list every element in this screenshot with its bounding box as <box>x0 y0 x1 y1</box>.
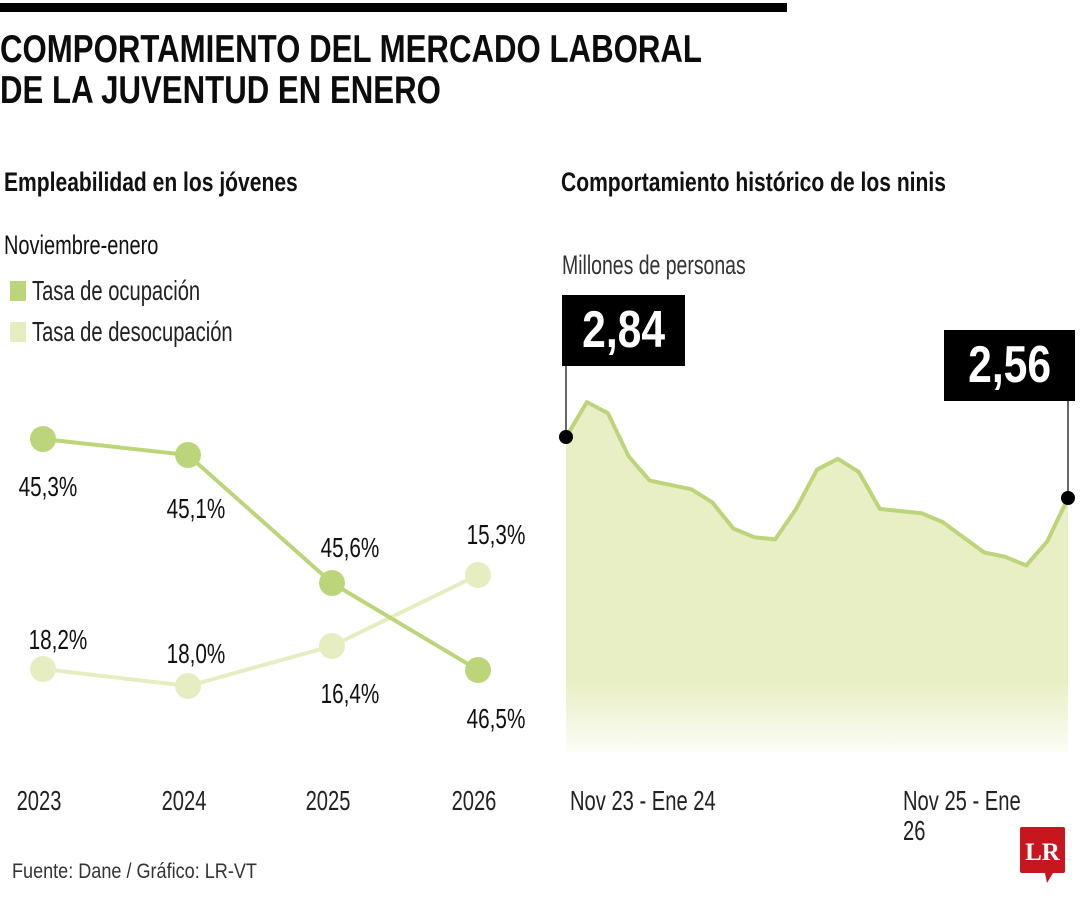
x-label-end: Nov 25 - Ene 26 <box>903 785 1021 846</box>
data-point-ocupacion-2023 <box>30 426 56 452</box>
callout-start-text: 2,84 <box>582 301 665 359</box>
area-line <box>564 400 1070 568</box>
source-note: Fuente: Dane / Gráfico: LR-VT <box>12 860 257 883</box>
legend-swatch-ocupacion <box>10 281 26 301</box>
data-label-ocupacion-2026: 46,5% <box>467 704 526 735</box>
data-point-desocupacion-2026 <box>465 562 491 588</box>
data-point-ocupacion-2026 <box>465 657 491 683</box>
data-label-desocupacion-2023: 18,2% <box>29 625 88 656</box>
employment-line-chart: 45,3% 45,1% 45,6% 46,5% 18,2% 18,0% 16,4% 15,3%… <box>17 426 526 817</box>
annotation-dot-end <box>1061 491 1075 505</box>
data-label-ocupacion-2024: 45,1% <box>167 494 226 525</box>
series-line-ocupacion <box>42 437 480 672</box>
data-label-ocupacion-2023: 45,3% <box>19 472 78 503</box>
x-tick-2023: 2023 <box>17 786 62 817</box>
data-point-desocupacion-2025 <box>319 633 345 659</box>
page-title-line-2: DE LA JUVENTUD EN ENERO <box>0 69 441 112</box>
callout-end-text: 2,56 <box>968 336 1051 394</box>
legend-label-desocupacion: Tasa de desocupación <box>32 316 233 347</box>
data-label-desocupacion-2025: 16,4% <box>321 679 380 710</box>
data-label-ocupacion-2025: 45,6% <box>321 533 380 564</box>
legend-label-ocupacion: Tasa de ocupación <box>32 275 201 306</box>
callout-start-value: 2,84 <box>562 295 685 366</box>
logo-speech-bubble <box>1020 827 1065 883</box>
data-label-desocupacion-2026: 15,3% <box>467 520 526 551</box>
left-chart-subtitle: Noviembre-enero <box>4 230 159 260</box>
legend-swatch-desocupacion <box>10 322 26 342</box>
right-chart-title: Comportamiento histórico de los ninis <box>561 167 946 197</box>
data-point-ocupacion-2024 <box>175 442 201 468</box>
x-tick-2026: 2026 <box>452 786 497 817</box>
x-tick-2025: 2025 <box>306 786 351 817</box>
x-label-start: Nov 23 - Ene 24 <box>570 785 716 816</box>
data-point-desocupacion-2024 <box>175 673 201 699</box>
ninis-area-chart <box>559 366 1075 752</box>
page-title-line-1: COMPORTAMIENTO DEL MERCADO LABORAL <box>0 28 702 71</box>
lr-logo: LR <box>1020 827 1065 883</box>
logo-text: LR <box>1025 839 1061 866</box>
units-label: Millones de personas <box>562 250 746 280</box>
annotation-dot-start <box>559 430 573 444</box>
area-fill <box>566 402 1068 752</box>
series-line-desocupacion <box>42 573 479 689</box>
x-tick-2024: 2024 <box>162 786 207 817</box>
data-point-ocupacion-2025 <box>319 570 345 596</box>
left-chart-title: Empleabilidad en los jóvenes <box>4 167 298 197</box>
callout-end-value: 2,56 <box>944 330 1075 401</box>
data-point-desocupacion-2023 <box>30 656 56 682</box>
top-rule <box>0 3 787 12</box>
data-label-desocupacion-2024: 18,0% <box>167 639 226 670</box>
